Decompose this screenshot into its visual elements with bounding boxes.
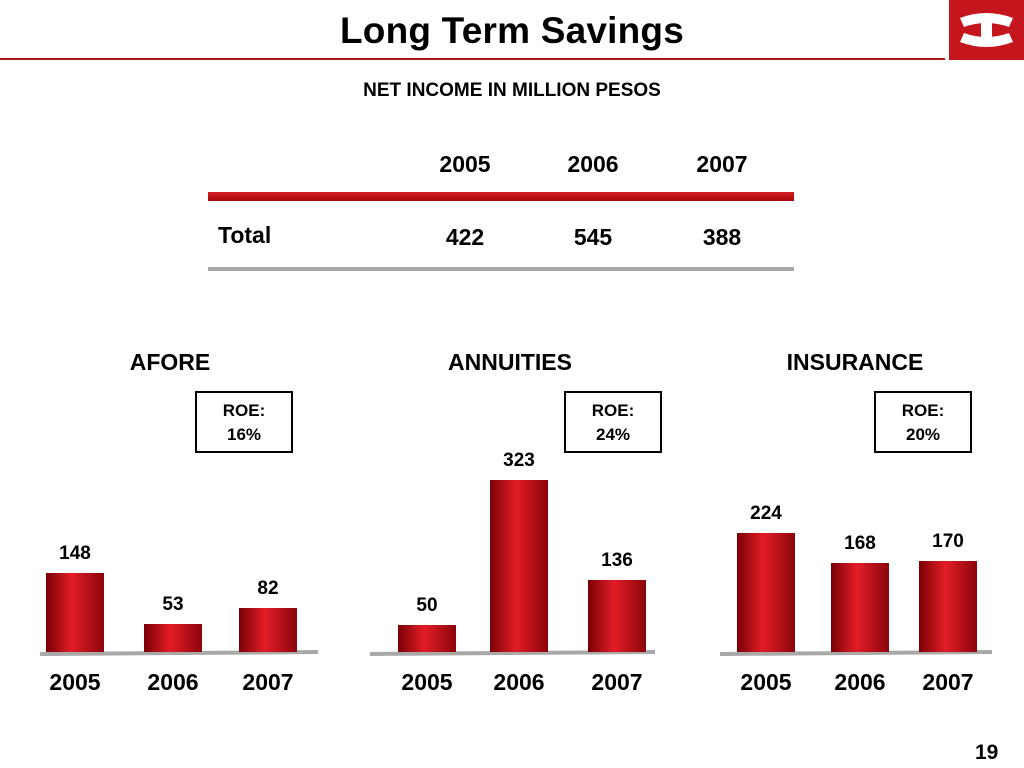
data-label-afore: 148 xyxy=(59,543,91,564)
bar-annuities-2005 xyxy=(398,625,456,652)
table-cell: 545 xyxy=(573,224,613,250)
x-tick-label-annuities: 2006 xyxy=(493,669,544,695)
x-tick-label-insurance: 2006 xyxy=(834,669,885,695)
bar-afore-2007 xyxy=(239,608,297,652)
roe-value: 24% xyxy=(595,425,631,444)
x-tick-label-annuities: 2005 xyxy=(401,669,452,695)
chart-title-insurance: INSURANCE xyxy=(786,349,924,375)
x-tick-label-annuities: 2007 xyxy=(591,669,642,695)
table-cell: 388 xyxy=(702,224,742,250)
chart-title-afore: AFORE xyxy=(129,349,211,375)
data-label-insurance: 168 xyxy=(844,533,876,554)
table-bottom-rule xyxy=(208,267,794,271)
data-label-insurance: 170 xyxy=(932,531,964,552)
bar-insurance-2005 xyxy=(737,533,795,652)
data-label-annuities: 323 xyxy=(503,450,535,471)
x-tick-label-insurance: 2007 xyxy=(922,669,973,695)
roe-value: 16% xyxy=(226,425,262,444)
x-tick-label-insurance: 2005 xyxy=(740,669,791,695)
roe-label: ROE: xyxy=(222,401,266,420)
data-label-annuities: 50 xyxy=(416,595,437,616)
page-title: Long Term Savings xyxy=(340,10,684,51)
bar-annuities-2006 xyxy=(490,480,548,652)
bar-insurance-2007 xyxy=(919,561,977,652)
data-label-afore: 53 xyxy=(162,594,183,615)
data-label-afore: 82 xyxy=(257,578,278,599)
table-cell: 422 xyxy=(445,224,485,250)
roe-box-annuities: ROE: 24% xyxy=(564,391,662,453)
bar-insurance-2006 xyxy=(831,563,889,652)
bar-annuities-2007 xyxy=(588,580,646,652)
x-axis-insurance xyxy=(719,650,993,656)
roe-label: ROE: xyxy=(901,401,945,420)
bank-logo-icon xyxy=(949,0,1024,60)
x-axis-annuities xyxy=(369,650,656,656)
roe-box-afore: ROE: 16% xyxy=(195,391,293,453)
x-tick-label-afore: 2006 xyxy=(147,669,198,695)
chart-title-annuities: ANNUITIES xyxy=(448,349,572,375)
table-top-rule xyxy=(208,192,794,201)
table-year-header: 2005 xyxy=(439,151,491,177)
table-year-header: 2006 xyxy=(567,151,619,177)
bar-afore-2006 xyxy=(144,624,202,652)
x-tick-label-afore: 2007 xyxy=(242,669,293,695)
roe-label: ROE: xyxy=(591,401,635,420)
title-divider xyxy=(0,58,945,60)
data-label-insurance: 224 xyxy=(750,503,782,524)
x-tick-label-afore: 2005 xyxy=(49,669,100,695)
data-label-annuities: 136 xyxy=(601,550,633,571)
bar-afore-2005 xyxy=(46,573,104,652)
page-number: 19 xyxy=(975,741,999,764)
table-year-header: 2007 xyxy=(696,151,748,177)
table-row-label: Total xyxy=(218,222,272,248)
x-axis-afore xyxy=(39,650,319,656)
roe-value: 20% xyxy=(905,425,941,444)
page-subtitle: NET INCOME IN MILLION PESOS xyxy=(363,80,661,101)
roe-box-insurance: ROE: 20% xyxy=(874,391,972,453)
